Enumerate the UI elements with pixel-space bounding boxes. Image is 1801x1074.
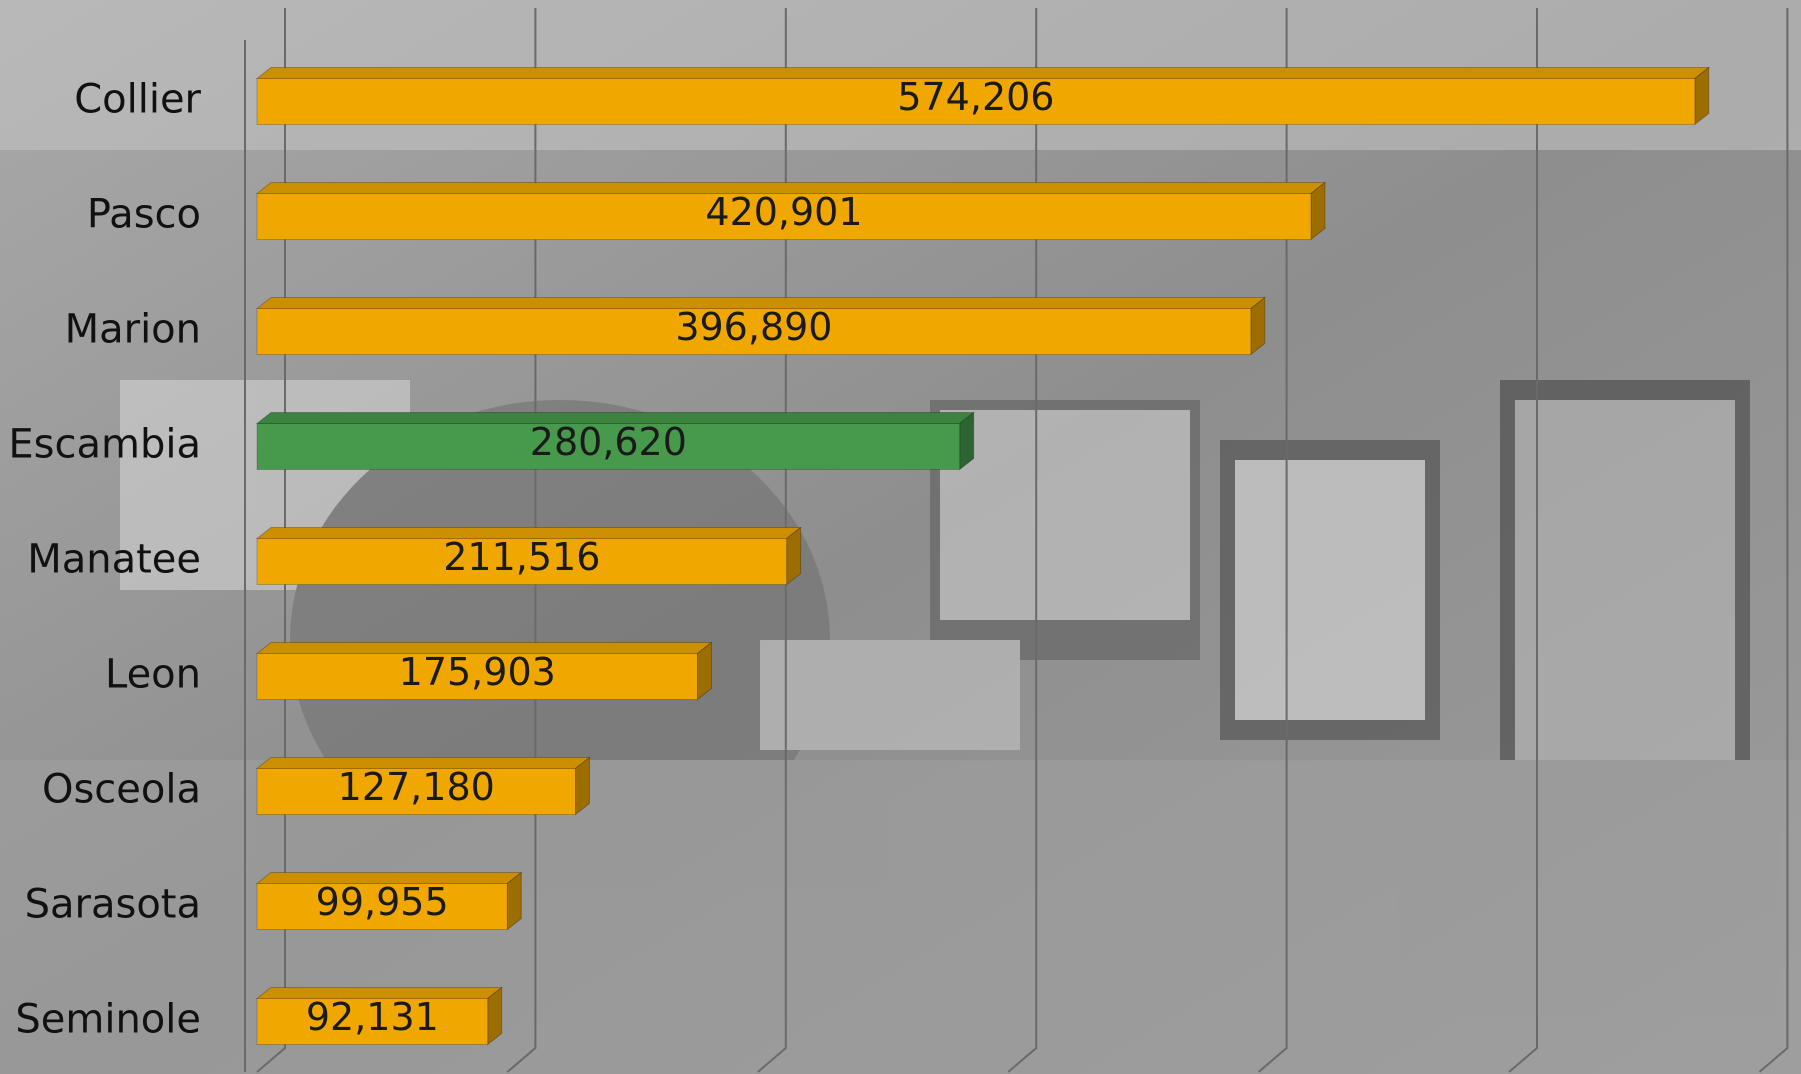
- data-label: 175,903: [399, 650, 556, 694]
- data-label: 92,131: [306, 995, 439, 1039]
- category-label: Escambia: [8, 422, 201, 468]
- category-label: Leon: [105, 652, 201, 698]
- category-label: Manatee: [27, 537, 201, 583]
- data-label: 420,901: [705, 190, 862, 234]
- category-label: Sarasota: [25, 882, 201, 928]
- data-label: 280,620: [530, 420, 687, 464]
- category-label: Seminole: [15, 997, 201, 1043]
- data-label: 396,890: [675, 305, 832, 349]
- data-label: 211,516: [443, 535, 600, 579]
- data-label: 99,955: [316, 880, 449, 924]
- data-label: 127,180: [338, 765, 495, 809]
- category-label: Marion: [65, 307, 201, 353]
- category-label: Osceola: [42, 767, 201, 813]
- category-label: Collier: [74, 77, 201, 123]
- data-label: 574,206: [897, 75, 1054, 119]
- category-label: Pasco: [87, 192, 201, 238]
- chart: 574,206 Collier 420,901 Pasco 396,890 Marion 2…: [0, 0, 1801, 1074]
